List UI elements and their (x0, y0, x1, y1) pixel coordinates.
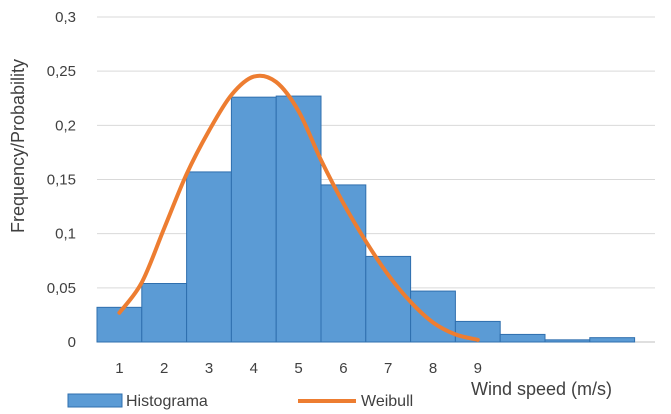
histogram-bar (275, 95, 322, 343)
legend-histogram-swatch (67, 393, 123, 408)
x-tick-label: 9 (474, 360, 482, 377)
histogram-bar (365, 255, 412, 343)
histogram-bar (186, 171, 232, 343)
y-axis-title: Frequency/Probability (8, 59, 28, 233)
histogram-bar (141, 283, 188, 343)
y-tick-label: 0,25 (47, 63, 76, 80)
histogram-bar (410, 290, 456, 343)
x-tick-label: 8 (429, 360, 437, 377)
y-tick-label: 0,05 (47, 280, 76, 297)
y-tick-label: 0 (68, 334, 76, 351)
histogram-bar (499, 333, 546, 343)
legend-histogram-label: Histograma (126, 393, 208, 410)
x-tick-label: 1 (115, 360, 123, 377)
y-tick-label: 0,1 (55, 226, 76, 243)
histogram-bar (544, 339, 591, 343)
y-tick-label: 0,2 (55, 117, 76, 134)
x-tick-label: 3 (205, 360, 213, 377)
x-axis-title: Wind speed (m/s) (471, 379, 612, 399)
histogram-bars (96, 95, 636, 343)
legend: Histograma Weibull (67, 393, 413, 410)
y-tick-label: 0,3 (55, 9, 76, 26)
weibull-curve (117, 73, 480, 342)
y-tick-label: 0,15 (47, 172, 76, 189)
y-axis-tick-labels: 0 0,05 0,1 0,15 0,2 0,25 0,3 (47, 9, 76, 351)
histogram-bar (320, 184, 367, 343)
histogram-bar (230, 96, 277, 343)
x-axis-tick-labels: 1 2 3 4 5 6 7 8 9 (115, 360, 482, 377)
x-tick-label: 6 (339, 360, 347, 377)
x-tick-label: 5 (294, 360, 302, 377)
legend-weibull-label: Weibull (361, 393, 413, 410)
x-tick-label: 7 (384, 360, 392, 377)
x-tick-label: 4 (250, 360, 258, 377)
histogram-bar (589, 337, 636, 343)
x-tick-label: 2 (160, 360, 168, 377)
